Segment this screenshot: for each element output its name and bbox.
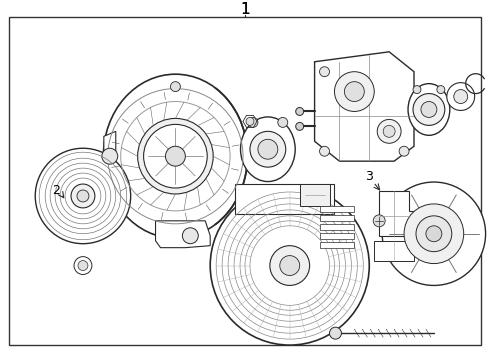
Circle shape [250, 131, 286, 167]
Ellipse shape [408, 84, 450, 135]
Bar [235, 184, 335, 214]
Circle shape [35, 148, 131, 244]
Circle shape [399, 146, 409, 156]
Text: 2: 2 [52, 184, 60, 198]
Bar [319, 224, 354, 230]
Polygon shape [315, 52, 414, 161]
Ellipse shape [103, 74, 247, 238]
Text: 1: 1 [240, 1, 250, 17]
Circle shape [258, 139, 278, 159]
Circle shape [335, 72, 374, 112]
Circle shape [454, 90, 467, 104]
Circle shape [295, 108, 304, 116]
Circle shape [71, 184, 95, 208]
Circle shape [138, 118, 213, 194]
Circle shape [280, 256, 300, 275]
Text: 1: 1 [240, 1, 250, 17]
Bar [300, 184, 329, 206]
Circle shape [166, 146, 185, 166]
Circle shape [144, 125, 207, 188]
Circle shape [77, 190, 89, 202]
Circle shape [413, 86, 421, 94]
Circle shape [426, 226, 442, 242]
Circle shape [404, 204, 464, 264]
Circle shape [447, 83, 475, 111]
Circle shape [210, 186, 369, 345]
Polygon shape [379, 191, 419, 236]
Circle shape [278, 117, 288, 127]
Bar [319, 233, 354, 239]
Circle shape [329, 327, 342, 339]
Circle shape [421, 102, 437, 117]
Circle shape [437, 86, 445, 94]
Bar [319, 206, 354, 212]
Circle shape [382, 182, 486, 285]
Polygon shape [104, 131, 116, 181]
Bar [319, 242, 354, 248]
Circle shape [373, 215, 385, 227]
Circle shape [416, 216, 452, 252]
Text: 3: 3 [366, 170, 373, 183]
Circle shape [413, 94, 445, 125]
Circle shape [319, 67, 329, 77]
Circle shape [344, 82, 364, 102]
Circle shape [248, 117, 258, 127]
Circle shape [102, 148, 118, 164]
Circle shape [78, 261, 88, 270]
Circle shape [295, 122, 304, 130]
Circle shape [171, 82, 180, 91]
Polygon shape [155, 221, 210, 248]
Circle shape [377, 120, 401, 143]
Polygon shape [374, 241, 414, 261]
Circle shape [74, 257, 92, 275]
Circle shape [182, 228, 198, 244]
Circle shape [319, 146, 329, 156]
Bar [319, 215, 354, 221]
Circle shape [383, 125, 395, 137]
Circle shape [270, 246, 310, 285]
Ellipse shape [241, 117, 295, 181]
Circle shape [246, 117, 254, 125]
